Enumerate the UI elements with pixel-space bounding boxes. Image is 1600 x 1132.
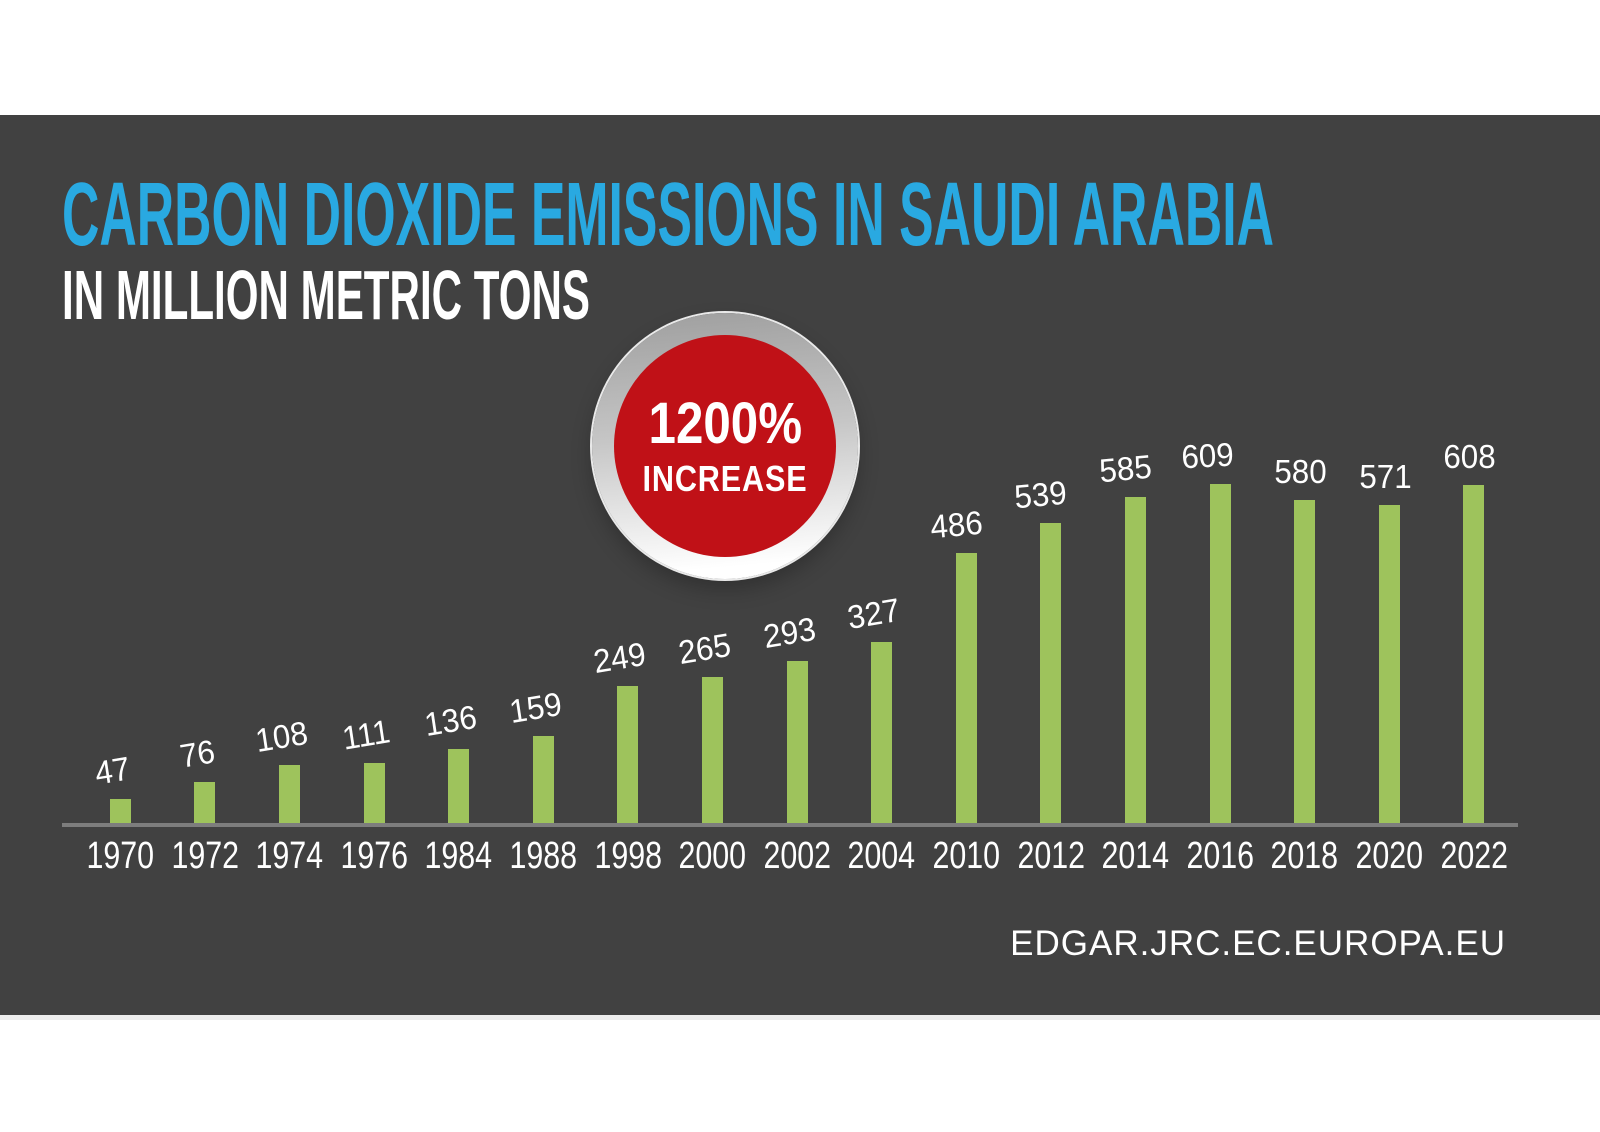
page-title-graphic: CARBON DIOXIDE EMISSIONS IN SAUDI ARABIA [62, 175, 1274, 259]
bar [1378, 505, 1400, 825]
increase-label: INCREASE [642, 458, 808, 499]
bar [786, 661, 808, 825]
bar-column: 108 1974 [247, 420, 332, 875]
bar [278, 765, 300, 825]
bar-value-label: 585 [1097, 447, 1154, 490]
bar-value-label: 609 [1180, 435, 1236, 476]
x-axis-tick-label: 2022 [1439, 835, 1508, 877]
x-axis-tick-label: 2018 [1270, 835, 1339, 877]
bar-column: 47 1970 [78, 420, 163, 875]
chart-panel-background [0, 115, 1600, 1015]
bar-value-label: 47 [92, 749, 133, 792]
x-axis-tick-label: 1972 [171, 835, 239, 877]
bar-value-label: 159 [506, 684, 564, 731]
x-axis-tick-label: 2016 [1186, 835, 1254, 877]
page-title: CARBON DIOXIDE EMISSIONS IN SAUDI ARABIA [62, 175, 1274, 259]
bar-column: 486 2010 [924, 420, 1009, 875]
bar [617, 686, 639, 825]
x-axis-tick-label: 1976 [340, 835, 408, 877]
bar-value-label: 136 [422, 697, 480, 744]
bar [1040, 523, 1062, 825]
bar-column: 265 2000 [670, 420, 755, 875]
bar [701, 677, 723, 825]
bar-chart: 47 1970 76 1972 108 1974 111 1976 136 1984 159 1988… [78, 420, 1517, 875]
bar-column: 136 1984 [416, 420, 501, 875]
x-axis-tick-label: 2004 [847, 835, 916, 877]
bar-value-label: 571 [1359, 458, 1412, 495]
bar-column: 585 2014 [1093, 420, 1178, 875]
bar-column: 608 2022 [1432, 420, 1517, 875]
x-axis-tick-label: 2020 [1355, 835, 1424, 877]
bar-column: 580 2018 [1262, 420, 1347, 875]
bar [871, 642, 893, 825]
x-axis-tick-label: 2002 [763, 835, 831, 877]
bar [532, 736, 554, 825]
x-axis-tick-label: 2000 [678, 835, 747, 877]
bar-column: 249 1998 [586, 420, 671, 875]
bar [448, 749, 470, 825]
bar [363, 763, 385, 825]
x-axis-tick-label: 1984 [424, 835, 493, 877]
x-axis-tick-label: 2014 [1101, 835, 1170, 877]
bar [194, 782, 216, 825]
x-axis-tick-label: 2010 [932, 835, 1001, 877]
bar-value-label: 580 [1274, 453, 1327, 490]
bar-column: 571 2020 [1347, 420, 1432, 875]
bar-value-label: 293 [760, 609, 818, 656]
bar-column: 76 1972 [163, 420, 248, 875]
bar [955, 553, 977, 825]
page-subtitle: IN MILLION METRIC TONS [62, 267, 590, 331]
x-axis-line [62, 823, 1518, 827]
bar [1124, 497, 1146, 825]
bar-value-label: 265 [675, 625, 734, 672]
bar-column: 327 2004 [839, 420, 924, 875]
x-axis-tick-label: 1970 [86, 835, 155, 877]
x-axis-tick-label: 1988 [509, 835, 578, 877]
bar [109, 799, 131, 825]
bar-column: 159 1988 [501, 420, 586, 875]
bar-value-label: 108 [252, 713, 311, 760]
increase-percentage: 1200% [648, 391, 802, 456]
bar [1294, 500, 1316, 825]
bar-column: 293 2002 [755, 420, 840, 875]
page-subtitle-graphic: IN MILLION METRIC TONS [62, 267, 590, 331]
bar-value-label: 608 [1443, 438, 1496, 475]
x-axis-tick-label: 1974 [255, 835, 324, 877]
increase-badge-red-circle: 1200% INCREASE [614, 335, 836, 557]
bar [1209, 484, 1231, 825]
bar-column: 111 1976 [332, 420, 417, 875]
bar-column: 539 2012 [1009, 420, 1094, 875]
increase-badge: 1200% INCREASE [592, 313, 858, 579]
bar-value-label: 76 [176, 732, 217, 775]
bar-value-label: 111 [339, 712, 393, 757]
bar-column: 609 2016 [1178, 420, 1263, 875]
data-source: EDGAR.JRC.EC.EUROPA.EU [1010, 924, 1506, 963]
panel-bottom-edge [0, 1015, 1600, 1020]
bar-value-label: 249 [591, 634, 649, 681]
x-axis-tick-label: 2012 [1017, 835, 1085, 877]
x-axis-tick-label: 1998 [594, 835, 662, 877]
bar-value-label: 539 [1013, 473, 1069, 516]
bar-value-label: 486 [928, 503, 984, 546]
bar-value-label: 327 [845, 590, 903, 637]
bar [1463, 485, 1485, 825]
